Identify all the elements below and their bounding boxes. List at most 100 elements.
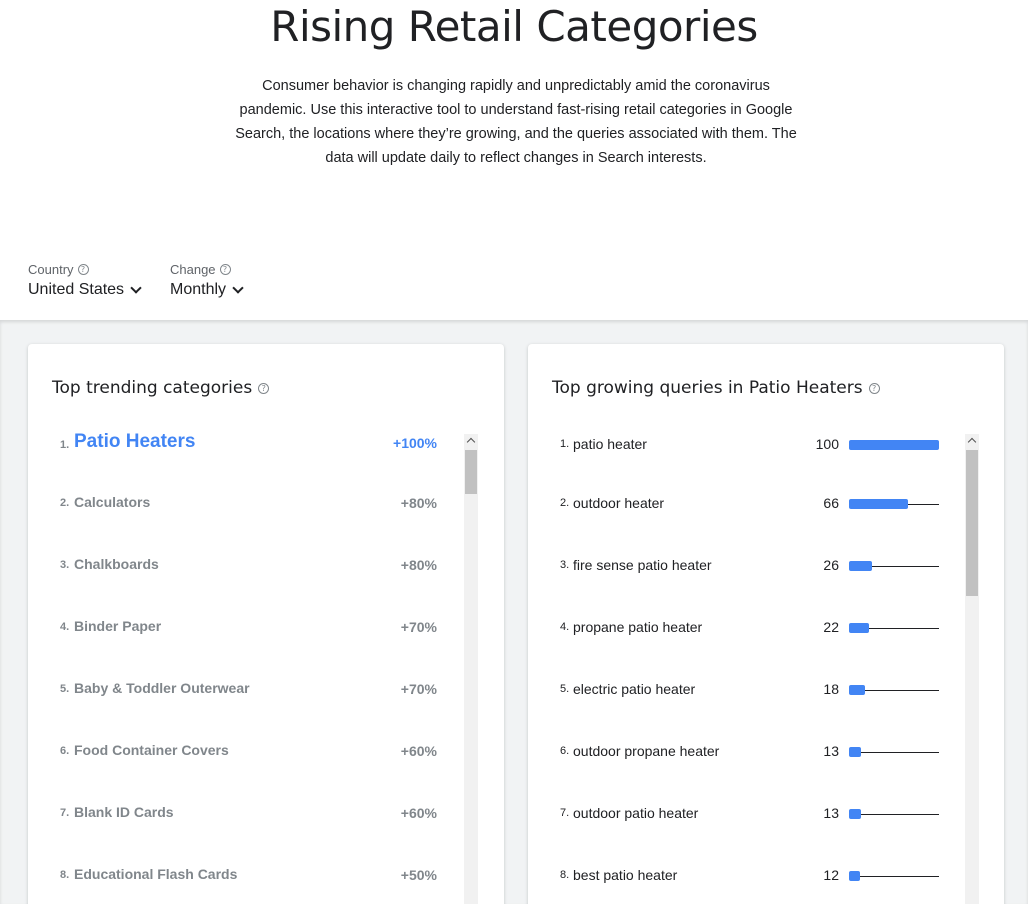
query-value: 22	[823, 619, 839, 635]
top-trending-categories-card: Top trending categories ? 1. Patio Heater…	[28, 344, 504, 904]
query-rank: 7.	[560, 807, 570, 819]
query-rank: 1.	[560, 438, 570, 450]
category-name: Calculators	[74, 494, 151, 510]
query-row[interactable]: 7. outdoor patio heater 13	[528, 804, 1004, 844]
category-row[interactable]: 1. Patio Heaters +100%	[28, 431, 504, 474]
country-filter-label: Country	[28, 262, 74, 277]
help-circle-icon[interactable]: ?	[77, 264, 89, 275]
help-circle-icon[interactable]: ?	[258, 382, 270, 394]
category-name: Chalkboards	[74, 556, 159, 572]
query-text: outdoor propane heater	[573, 743, 720, 759]
category-change: +100%	[393, 435, 437, 451]
query-row[interactable]: 8. best patio heater 12	[528, 866, 1004, 904]
category-list-scrollbar[interactable]	[464, 434, 478, 904]
category-rank: 6.	[60, 745, 70, 757]
query-bar-track	[849, 566, 939, 567]
category-change: +70%	[400, 619, 437, 635]
query-bar-fill	[849, 623, 869, 633]
query-rank: 6.	[560, 745, 570, 757]
query-value: 26	[823, 557, 839, 573]
country-filter: Country ? United States	[28, 262, 142, 299]
category-row[interactable]: 6. Food Container Covers +60%	[28, 742, 504, 782]
category-rank: 4.	[60, 621, 70, 633]
query-value: 12	[823, 867, 839, 883]
category-rank: 2.	[60, 497, 70, 509]
query-row[interactable]: 2. outdoor heater 66	[528, 494, 1004, 534]
scrollbar-thumb[interactable]	[465, 450, 477, 494]
query-value: 100	[815, 436, 839, 452]
query-bar-track	[849, 752, 939, 753]
category-name: Blank ID Cards	[74, 804, 174, 820]
query-row[interactable]: 5. electric patio heater 18	[528, 680, 1004, 720]
query-rank: 2.	[560, 497, 570, 509]
query-bar-fill	[849, 809, 861, 819]
category-change: +80%	[400, 557, 437, 573]
query-bar-fill	[849, 561, 872, 571]
category-change: +70%	[400, 681, 437, 697]
category-rank: 7.	[60, 807, 70, 819]
category-rank: 8.	[60, 869, 70, 881]
query-value: 18	[823, 681, 839, 697]
category-row[interactable]: 8. Educational Flash Cards +50%	[28, 866, 504, 904]
category-change: +50%	[400, 867, 437, 883]
query-row[interactable]: 6. outdoor propane heater 13	[528, 742, 1004, 782]
query-rank: 4.	[560, 621, 570, 633]
page-title: Rising Retail Categories	[270, 2, 758, 51]
country-select[interactable]: United States	[28, 281, 142, 299]
change-select[interactable]: Monthly	[170, 281, 244, 299]
query-row[interactable]: 4. propane patio heater 22	[528, 618, 1004, 658]
query-bar-track	[849, 690, 939, 691]
chevron-down-icon	[130, 281, 142, 294]
query-rank: 8.	[560, 869, 570, 881]
query-rank: 5.	[560, 683, 570, 695]
category-row[interactable]: 7. Blank ID Cards +60%	[28, 804, 504, 844]
card-title: Top trending categories	[52, 378, 253, 398]
chevron-up-icon[interactable]	[967, 437, 977, 447]
change-filter: Change ? Monthly	[170, 262, 244, 299]
help-circle-icon[interactable]: ?	[219, 264, 231, 275]
chevron-down-icon	[232, 281, 244, 294]
query-text: outdoor heater	[573, 495, 665, 511]
page-description: Consumer behavior is changing rapidly an…	[235, 78, 797, 166]
category-change: +80%	[400, 495, 437, 511]
scrollbar-thumb[interactable]	[966, 450, 978, 596]
chevron-up-icon[interactable]	[466, 437, 476, 447]
page-header: Rising Retail Categories Consumer behavi…	[0, 0, 1028, 320]
query-value: 66	[823, 495, 839, 511]
query-text: fire sense patio heater	[573, 557, 712, 573]
category-change: +60%	[400, 805, 437, 821]
query-text: outdoor patio heater	[573, 805, 699, 821]
query-bar-fill	[849, 871, 860, 881]
category-row[interactable]: 3. Chalkboards +80%	[28, 556, 504, 596]
category-name: Educational Flash Cards	[74, 866, 238, 882]
query-bar-fill	[849, 440, 939, 450]
help-circle-icon[interactable]: ?	[868, 382, 880, 394]
query-bar-track	[849, 876, 939, 877]
category-name: Food Container Covers	[74, 742, 229, 758]
change-filter-label: Change	[170, 262, 216, 277]
category-change: +60%	[400, 743, 437, 759]
query-bar-track	[849, 814, 939, 815]
query-list-scrollbar[interactable]	[965, 434, 979, 904]
category-rank: 3.	[60, 559, 70, 571]
query-bar-fill	[849, 747, 861, 757]
category-row[interactable]: 5. Baby & Toddler Outerwear +70%	[28, 680, 504, 720]
query-text: best patio heater	[573, 867, 678, 883]
category-rank: 1.	[60, 439, 70, 451]
query-rank: 3.	[560, 559, 570, 571]
query-bar-fill	[849, 685, 865, 695]
card-title: Top growing queries in Patio Heaters	[552, 378, 863, 398]
query-value: 13	[823, 805, 839, 821]
category-name: Binder Paper	[74, 618, 162, 634]
query-row[interactable]: 1. patio heater 100	[528, 435, 1004, 475]
query-bar-fill	[849, 499, 908, 509]
country-select-value: United States	[28, 281, 125, 298]
query-text: patio heater	[573, 436, 647, 452]
category-name: Patio Heaters	[74, 431, 196, 452]
query-text: propane patio heater	[573, 619, 703, 635]
category-row[interactable]: 4. Binder Paper +70%	[28, 618, 504, 658]
query-bar-track	[849, 628, 939, 629]
category-row[interactable]: 2. Calculators +80%	[28, 494, 504, 534]
category-name: Baby & Toddler Outerwear	[74, 680, 250, 696]
query-row[interactable]: 3. fire sense patio heater 26	[528, 556, 1004, 596]
